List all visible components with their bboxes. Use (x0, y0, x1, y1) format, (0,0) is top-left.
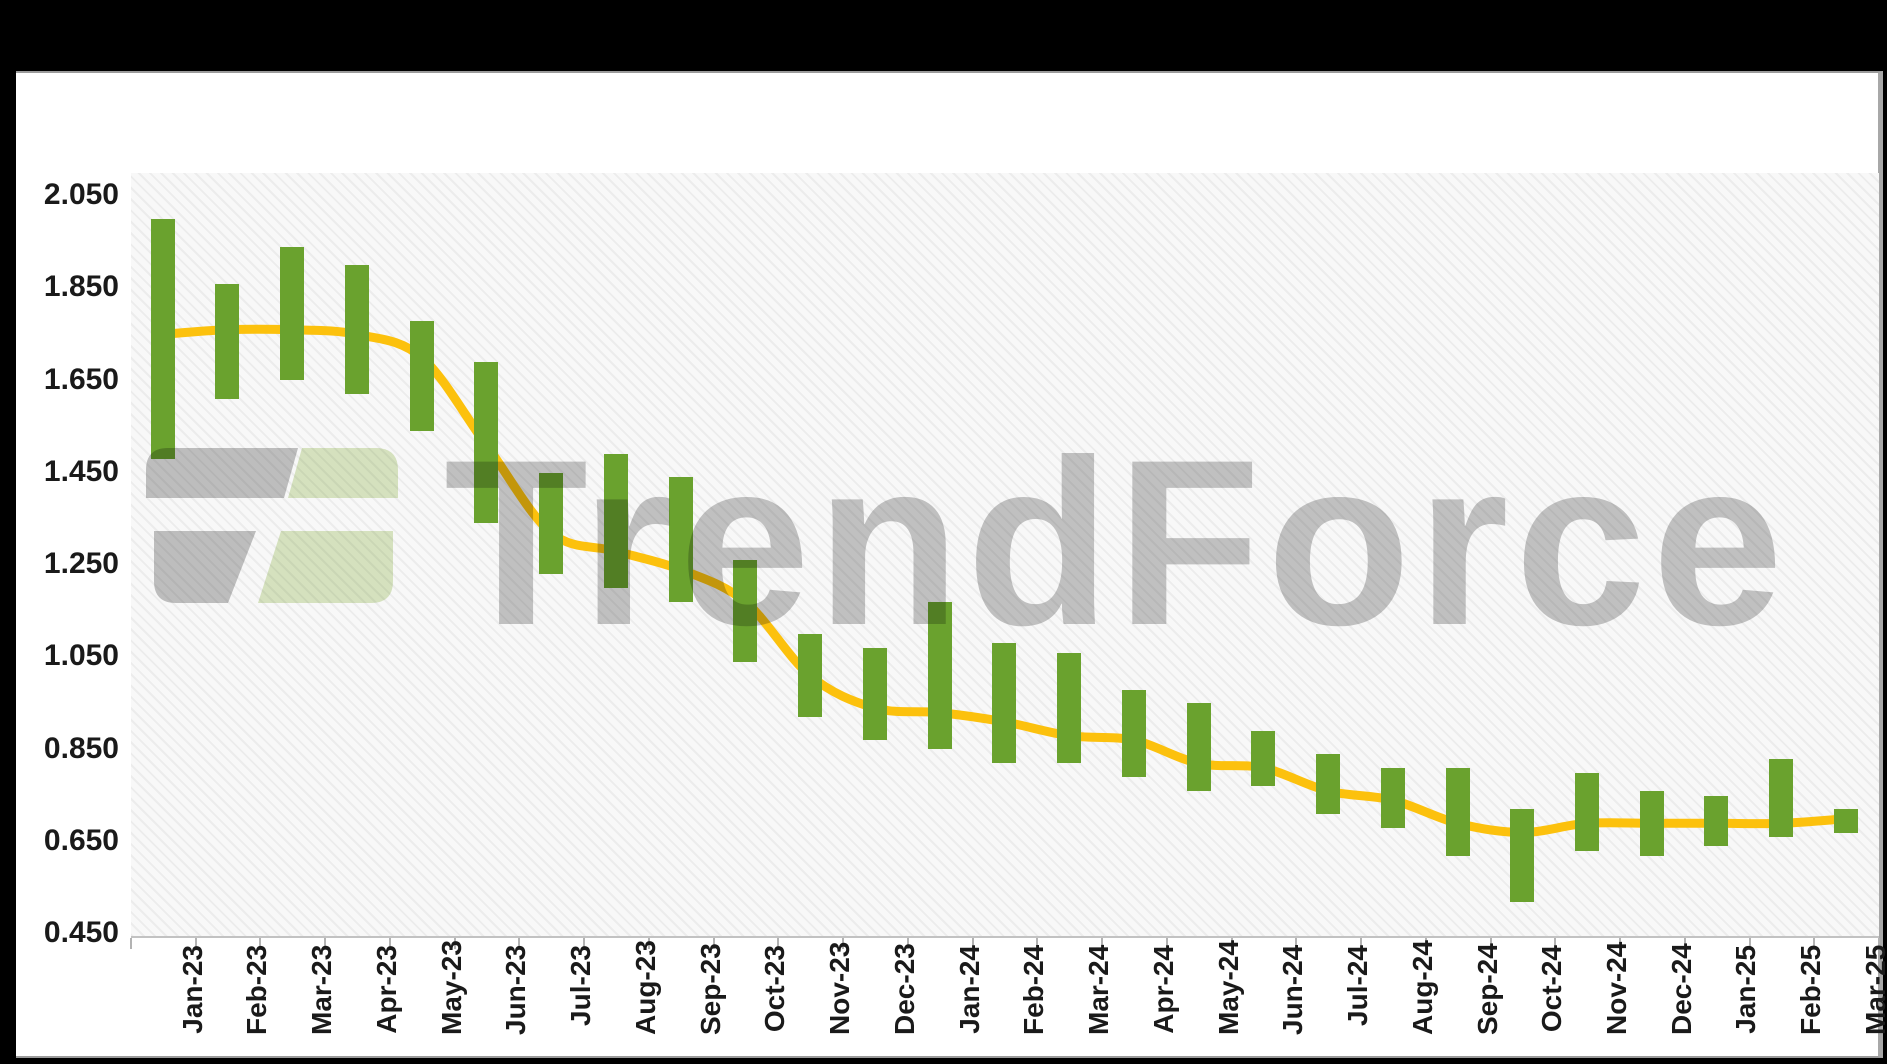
x-axis-label-Dec-23: Dec-23 (888, 943, 920, 1035)
x-tick (971, 938, 974, 949)
price-range-bar-Sep-24 (1445, 767, 1470, 856)
x-axis-label-Jan-25: Jan-25 (1730, 945, 1762, 1034)
y-axis-label-0.850: 0.850 (43, 731, 119, 765)
x-tick (518, 938, 521, 949)
price-range-bar-Mar-23 (280, 246, 305, 381)
x-tick (1230, 938, 1233, 949)
price-range-bar-Jan-25 (1704, 795, 1729, 847)
x-tick (1878, 938, 1880, 949)
x-tick (324, 938, 327, 949)
price-range-bar-Jan-24 (927, 601, 952, 750)
y-axis-label-0.450: 0.450 (43, 916, 119, 949)
x-axis-line (131, 936, 1879, 938)
x-tick (583, 938, 586, 949)
price-range-bar-Feb-24 (992, 643, 1017, 764)
x-tick (259, 938, 262, 949)
x-axis-label-Oct-24: Oct-24 (1536, 945, 1568, 1033)
plot-area (131, 173, 1879, 936)
x-tick (906, 938, 909, 949)
x-axis-label-Aug-24: Aug-24 (1406, 940, 1438, 1035)
x-axis-label-Sep-24: Sep-24 (1471, 943, 1503, 1035)
x-axis-label-Dec-24: Dec-24 (1665, 943, 1697, 1035)
price-range-bar-Jul-24 (1316, 754, 1341, 815)
x-axis-label-Oct-23: Oct-23 (759, 945, 791, 1033)
y-axis-label-1.450: 1.450 (43, 454, 119, 488)
x-axis-label-Feb-25: Feb-25 (1795, 944, 1827, 1035)
x-axis-label-Jul-23: Jul-23 (565, 945, 597, 1026)
price-range-bar-Apr-24 (1121, 689, 1146, 778)
y-axis-label-2.050: 2.050 (43, 178, 119, 211)
x-tick (1295, 938, 1298, 949)
y-axis-label-1.250: 1.250 (43, 547, 119, 580)
price-range-bar-Aug-23 (603, 454, 628, 589)
price-range-bar-Mar-25 (1833, 809, 1858, 833)
x-axis-label-Mar-25: Mar-25 (1859, 944, 1887, 1035)
x-tick (1424, 938, 1427, 949)
price-range-bar-Oct-23 (733, 560, 758, 662)
y-axis-label-1.850: 1.850 (43, 270, 119, 304)
price-range-bar-Sep-23 (668, 477, 693, 602)
price-range-bar-Jan-23 (150, 219, 175, 459)
x-tick (842, 938, 845, 949)
x-tick (1165, 938, 1168, 949)
x-axis-label-Mar-23: Mar-23 (306, 944, 338, 1035)
price-range-bar-Feb-25 (1769, 758, 1794, 838)
x-axis-label-Feb-23: Feb-23 (241, 944, 273, 1035)
price-range-bar-May-23 (409, 320, 434, 432)
price-range-bar-Aug-24 (1380, 767, 1405, 828)
x-axis-label-Apr-24: Apr-24 (1147, 945, 1179, 1034)
price-range-bar-Mar-24 (1057, 652, 1082, 764)
x-tick (1489, 938, 1492, 949)
x-axis-label-Jun-23: Jun-23 (500, 944, 532, 1035)
x-tick (712, 938, 715, 949)
x-tick (647, 938, 650, 949)
y-axis-label-0.650: 0.650 (43, 823, 119, 857)
price-range-bar-Nov-23 (798, 634, 823, 718)
x-axis-label-Feb-24: Feb-24 (1018, 944, 1050, 1035)
x-axis-label-Jan-24: Jan-24 (953, 945, 985, 1034)
average-line-layer (158, 324, 1851, 837)
price-range-bar-Jun-23 (474, 362, 499, 524)
x-tick (1554, 938, 1557, 949)
x-axis-label-Sep-23: Sep-23 (694, 943, 726, 1035)
x-tick (1683, 938, 1686, 949)
price-range-bar-Feb-23 (215, 283, 240, 399)
x-axis-label-Jun-24: Jun-24 (1277, 944, 1309, 1035)
x-tick (1748, 938, 1751, 949)
y-axis-label-1.050: 1.050 (43, 639, 119, 673)
x-axis-label-Mar-24: Mar-24 (1083, 944, 1115, 1035)
x-tick (130, 938, 132, 949)
x-tick (1036, 938, 1039, 949)
x-axis-label-Apr-23: Apr-23 (370, 945, 402, 1034)
x-axis-label-Nov-23: Nov-23 (824, 941, 856, 1035)
x-axis-label-Jan-23: Jan-23 (176, 945, 208, 1034)
x-tick (1101, 938, 1104, 949)
x-tick (1813, 938, 1816, 949)
price-range-bar-Jul-23 (539, 472, 564, 575)
price-range-bar-Apr-23 (344, 265, 369, 395)
x-axis-label-Nov-24: Nov-24 (1600, 941, 1632, 1035)
price-range-bar-Nov-24 (1574, 772, 1599, 851)
x-tick (1360, 938, 1363, 949)
x-tick (453, 938, 456, 949)
x-tick (777, 938, 780, 949)
price-range-bar-Dec-23 (862, 648, 887, 741)
x-axis-label-Aug-23: Aug-23 (629, 940, 661, 1035)
x-tick (1619, 938, 1622, 949)
price-range-bar-Jun-24 (1251, 731, 1276, 787)
price-range-bar-Oct-24 (1510, 809, 1535, 902)
price-range-bar-Dec-24 (1639, 791, 1664, 856)
x-axis-label-May-24: May-24 (1212, 940, 1244, 1035)
x-axis-label-May-23: May-23 (435, 940, 467, 1035)
x-tick (388, 938, 391, 949)
chart-panel: 2.050 1.850 1.650 1.450 1.250 1.050 0.850 0.650… (16, 71, 1887, 1058)
x-tick (194, 938, 197, 949)
y-axis-label-1.650: 1.650 (43, 362, 119, 396)
price-range-bar-May-24 (1186, 703, 1211, 791)
x-axis-label-Jul-24: Jul-24 (1342, 945, 1374, 1026)
